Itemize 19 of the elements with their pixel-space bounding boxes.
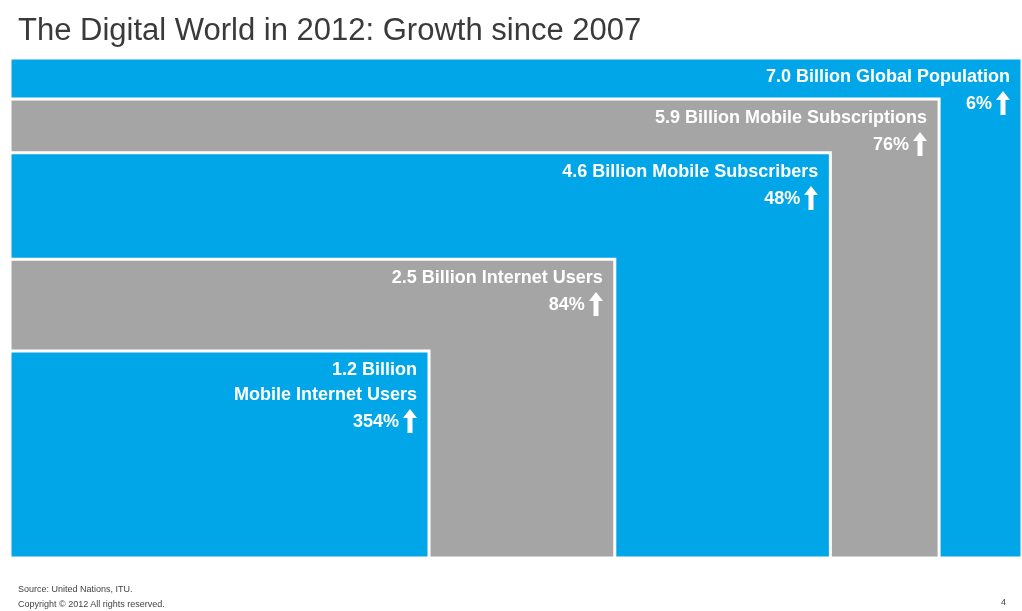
data-label: 7.0 Billion: [765, 65, 852, 86]
data-label: 84%: [548, 294, 585, 315]
text: 4: [1000, 597, 1006, 607]
category-label: Internet Users: [481, 267, 603, 288]
data-label: 6%: [965, 92, 992, 113]
data-label: 1.2 Billion: [331, 358, 418, 379]
category-label: Global Population: [856, 65, 1010, 86]
data-label: 5.9 Billion: [655, 106, 741, 127]
source-note: Source: United Nations, ITU.: [18, 583, 134, 596]
category-label: Mobile Internet Users: [233, 383, 418, 404]
data-label: 76%: [873, 133, 910, 154]
data-label: 2.5 Billion: [391, 267, 477, 288]
text: Copyright © 2012 All rights reserved.: [18, 598, 165, 611]
data-label: 354%: [352, 410, 400, 431]
text: The Digital World in 2012: Growth since 2007: [18, 12, 642, 48]
data-label: 4.6 Billion: [562, 160, 648, 181]
category-label: Mobile Subscriptions: [745, 106, 928, 127]
category-label: Mobile Subscribers: [652, 160, 819, 181]
data-label: 48%: [764, 187, 801, 208]
